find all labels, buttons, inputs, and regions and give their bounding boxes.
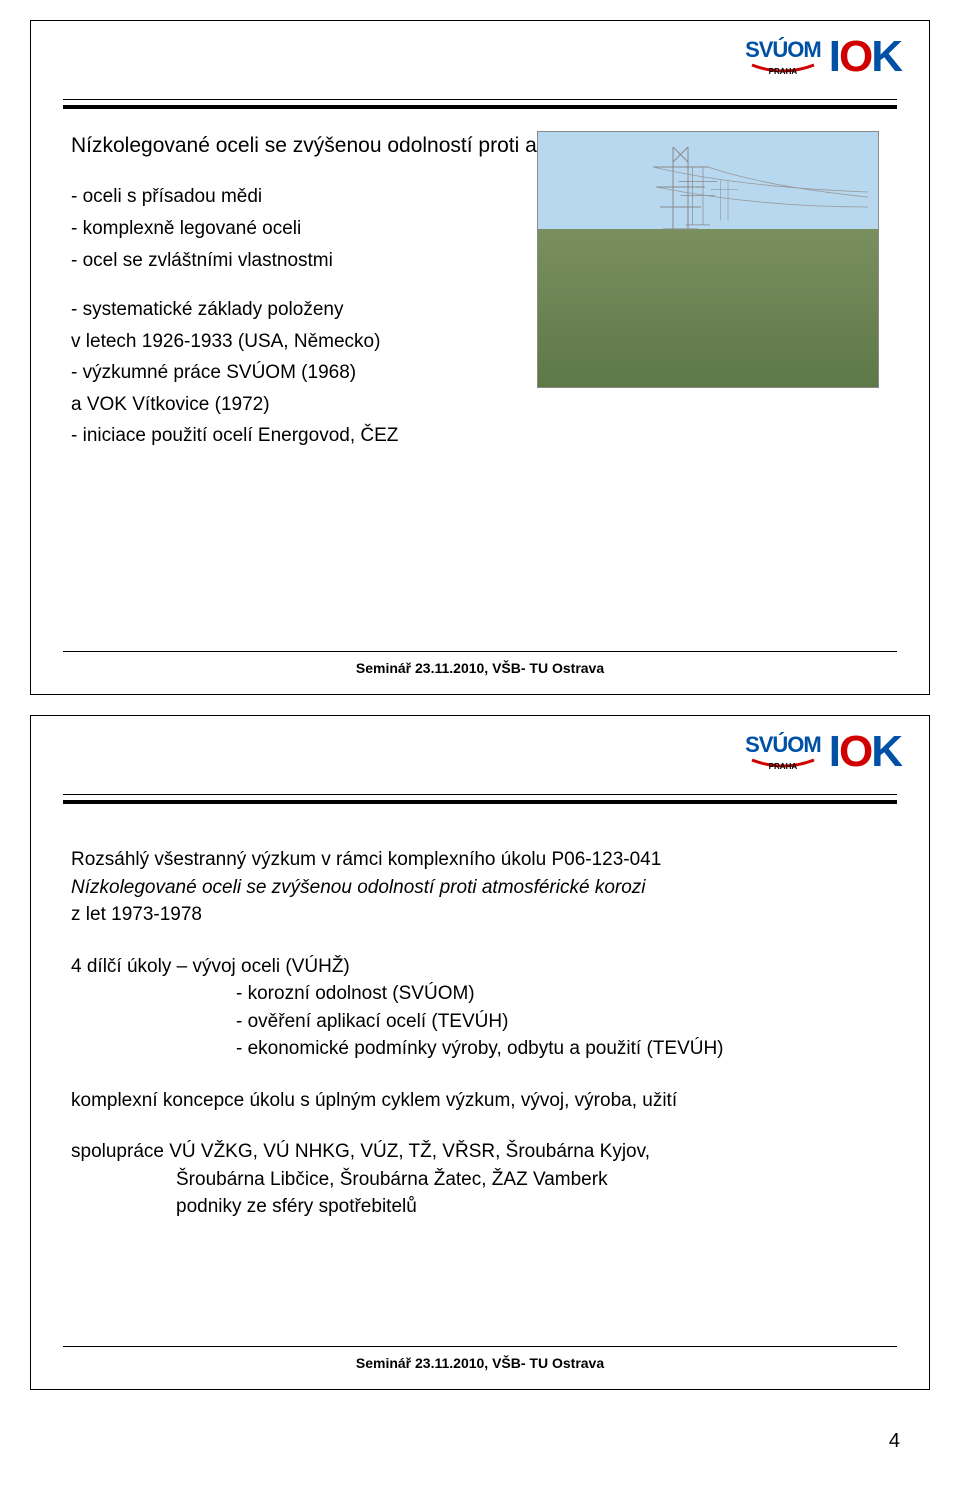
- iok-letter-i: I: [829, 727, 839, 776]
- bullet: - iniciace použití ocelí Energovod, ČEZ: [71, 422, 889, 450]
- slide-2-content: Rozsáhlý všestranný výzkum v rámci kompl…: [71, 846, 889, 1329]
- logo-svuom-city: PRAHA: [769, 67, 797, 76]
- logo-iok: IOK: [829, 35, 901, 79]
- logo-svuom-city: PRAHA: [769, 762, 797, 771]
- iok-letter-k: K: [871, 32, 901, 81]
- slide-2: SVÚOM PRAHA IOK Rozsáhlý všestranný výzk…: [30, 715, 930, 1390]
- text-line-italic: Nízkolegované oceli se zvýšenou odolnost…: [71, 874, 889, 902]
- photo-pylons: [537, 131, 879, 388]
- iok-letter-o: O: [839, 32, 871, 81]
- text-line: - korozní odolnost (SVÚOM): [236, 980, 889, 1008]
- text-line: Šroubárna Libčice, Šroubárna Žatec, ŽAZ …: [176, 1166, 889, 1194]
- iok-letter-i: I: [829, 32, 839, 81]
- logo-iok: IOK: [829, 730, 901, 774]
- slide-footer: Seminář 23.11.2010, VŠB- TU Ostrava: [31, 660, 929, 676]
- logo-svuom: SVÚOM PRAHA: [745, 734, 821, 771]
- text-line: spolupráce VÚ VŽKG, VÚ NHKG, VÚZ, TŽ, VŘ…: [71, 1138, 889, 1166]
- rule-thin-top: [63, 794, 897, 795]
- rule-thin-bottom: [63, 651, 897, 652]
- rule-thin-top: [63, 99, 897, 100]
- text-line: z let 1973-1978: [71, 901, 889, 929]
- bullet: a VOK Vítkovice (1972): [71, 391, 889, 419]
- logo-svuom-text: SVÚOM: [745, 734, 821, 756]
- text-line: - ověření aplikací ocelí (TEVÚH): [236, 1008, 889, 1036]
- rule-thick: [63, 105, 897, 109]
- text-line: komplexní koncepce úkolu s úplným cyklem…: [71, 1087, 889, 1115]
- iok-letter-k: K: [871, 727, 901, 776]
- page-number: 4: [0, 1430, 960, 1453]
- slide-footer: Seminář 23.11.2010, VŠB- TU Ostrava: [31, 1355, 929, 1371]
- slide-1: SVÚOM PRAHA IOK Nízkolegované oceli se z…: [30, 20, 930, 695]
- logo-row: SVÚOM PRAHA IOK: [745, 35, 901, 79]
- logo-row: SVÚOM PRAHA IOK: [745, 730, 901, 774]
- iok-letter-o: O: [839, 727, 871, 776]
- logo-svuom-text: SVÚOM: [745, 39, 821, 61]
- text-line: - ekonomické podmínky výroby, odbytu a p…: [236, 1035, 889, 1063]
- text-line: Rozsáhlý všestranný výzkum v rámci kompl…: [71, 846, 889, 874]
- rule-thin-bottom: [63, 1346, 897, 1347]
- text-line: podniky ze sféry spotřebitelů: [176, 1193, 889, 1221]
- text-line: 4 dílčí úkoly – vývoj oceli (VÚHŽ): [71, 953, 889, 981]
- rule-thick: [63, 800, 897, 804]
- logo-svuom: SVÚOM PRAHA: [745, 39, 821, 76]
